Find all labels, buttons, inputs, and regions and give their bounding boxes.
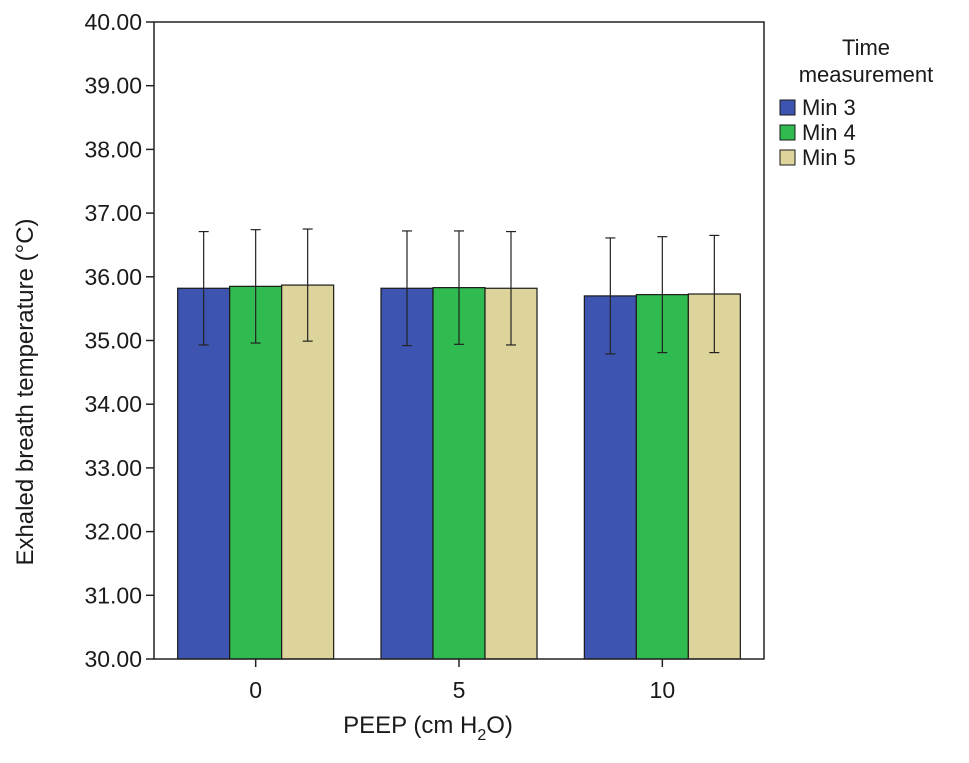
- x-axis-title-tail: O): [486, 712, 513, 739]
- y-tick-label: 32.00: [84, 519, 142, 545]
- legend-label: Min 3: [802, 95, 856, 120]
- y-tick-label: 38.00: [84, 136, 142, 162]
- x-tick-label: 10: [650, 677, 676, 703]
- legend-swatch: [779, 149, 796, 166]
- y-tick-label: 33.00: [84, 455, 142, 481]
- x-axis: 0 5 10: [249, 659, 675, 703]
- y-tick-label: 30.00: [84, 646, 142, 672]
- x-tick-label: 5: [453, 677, 466, 703]
- x-axis-title-subscript: 2: [477, 727, 486, 744]
- bar: [432, 287, 486, 660]
- legend-swatch: [779, 124, 796, 141]
- legend-title-line1: Time: [842, 35, 890, 60]
- x-tick-label: 0: [249, 677, 262, 703]
- y-axis-title: Exhaled breath temperature (°C): [12, 218, 39, 565]
- bar: [380, 287, 434, 660]
- legend-title-line2: measurement: [799, 62, 934, 87]
- bars-layer: [177, 284, 741, 660]
- legend-label: Min 4: [802, 120, 856, 145]
- y-axis: 30.00 31.00 32.00 33.00 34.00 35.00 36.00 37.00…: [84, 9, 154, 672]
- bar: [484, 287, 538, 660]
- x-axis-title: PEEP (cm H2O): [343, 712, 513, 744]
- y-tick-label: 39.00: [84, 73, 142, 99]
- y-tick-label: 36.00: [84, 264, 142, 290]
- y-tick-label: 35.00: [84, 328, 142, 354]
- error-bars-layer: [198, 228, 720, 355]
- legend-label: Min 5: [802, 145, 856, 170]
- y-tick-label: 34.00: [84, 391, 142, 417]
- bar: [177, 287, 231, 660]
- y-tick-label: 31.00: [84, 582, 142, 608]
- y-tick-label: 40.00: [84, 9, 142, 35]
- bar: [635, 294, 689, 660]
- x-axis-title-main: PEEP (cm H: [343, 712, 477, 739]
- legend-swatch: [779, 99, 796, 116]
- bar: [229, 285, 283, 660]
- y-tick-label: 37.00: [84, 200, 142, 226]
